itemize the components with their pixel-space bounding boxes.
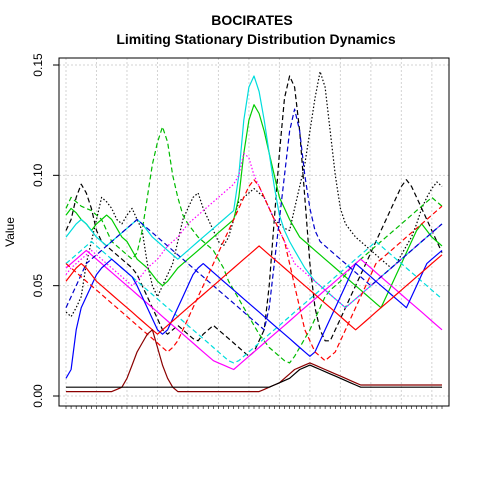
series-line (65, 245, 443, 335)
series-line (65, 108, 443, 331)
grid (59, 58, 449, 406)
series-line (66, 364, 442, 388)
series-line (65, 75, 443, 357)
y-axis-label: Value (3, 217, 17, 247)
series-line (65, 179, 443, 362)
series-line (65, 70, 443, 318)
chart-title: BOCIRATES (211, 12, 292, 28)
series-line (65, 249, 443, 371)
y-tick-label: 0.10 (31, 163, 45, 187)
y-axis: 0.00 0.05 0.10 0.15 (31, 53, 59, 408)
y-tick-label: 0.05 (31, 274, 45, 298)
chart-subtitle: Limiting Stationary Distribution Dynamic… (116, 31, 395, 47)
series-line (65, 249, 443, 379)
y-tick-label: 0.15 (31, 53, 45, 77)
y-tick-label: 0.00 (31, 384, 45, 408)
series-line (65, 126, 443, 364)
series-line (65, 104, 443, 309)
series-lines (65, 70, 443, 393)
x-axis (65, 406, 443, 409)
series-line (66, 329, 442, 393)
